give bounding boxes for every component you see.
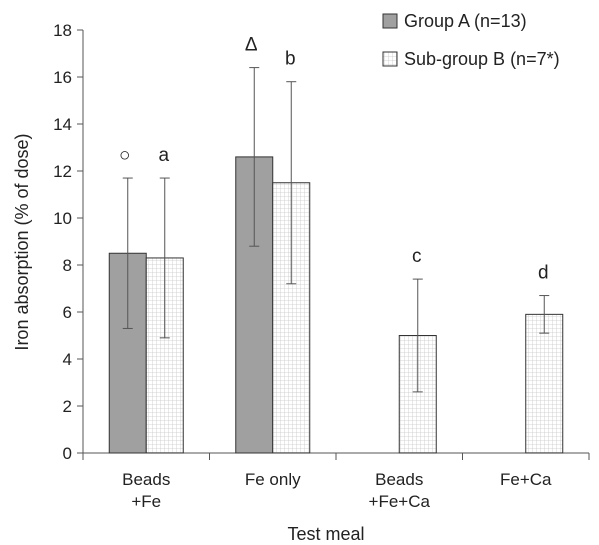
legend-swatch (382, 51, 398, 67)
x-category-label: +Fe+Ca (369, 492, 431, 511)
y-tick-label: 8 (63, 256, 72, 275)
legend-swatch (382, 13, 398, 29)
y-tick-label: 14 (53, 115, 72, 134)
y-tick-label: 16 (53, 68, 72, 87)
legend: Group A (n=13) Sub-group B (n=7*) (382, 11, 560, 69)
y-tick-label: 10 (53, 209, 72, 228)
significance-label: a (158, 145, 169, 166)
significance-label: ○ (119, 145, 130, 166)
y-tick-label: 6 (63, 303, 72, 322)
y-tick-label: 0 (63, 444, 72, 463)
x-category-label: +Fe (131, 492, 161, 511)
legend-label: Group A (n=13) (404, 11, 527, 31)
y-tick-label: 18 (53, 21, 72, 40)
significance-label: b (285, 49, 296, 70)
y-tick-label: 2 (63, 397, 72, 416)
legend-label: Sub-group B (n=7*) (404, 49, 560, 69)
x-category-label: Beads (375, 470, 423, 489)
plot-area: 0 2 4 6 8 10 12 14 16 18 Beads +Fe Fe only Beads +Fe+C… (53, 11, 590, 511)
x-category-label: Fe+Ca (500, 470, 552, 489)
x-category-label: Fe only (245, 470, 301, 489)
bar-subgroup-b (525, 313, 564, 454)
y-tick-label: 12 (53, 162, 72, 181)
significance-label: d (538, 263, 549, 284)
y-axis-title: Iron absorption (% of dose) (12, 133, 32, 350)
significance-label: c (412, 246, 422, 267)
x-axis-title: Test meal (287, 524, 364, 544)
y-tick-label: 4 (63, 350, 72, 369)
x-category-label: Beads (122, 470, 170, 489)
significance-label: Δ (245, 35, 258, 56)
